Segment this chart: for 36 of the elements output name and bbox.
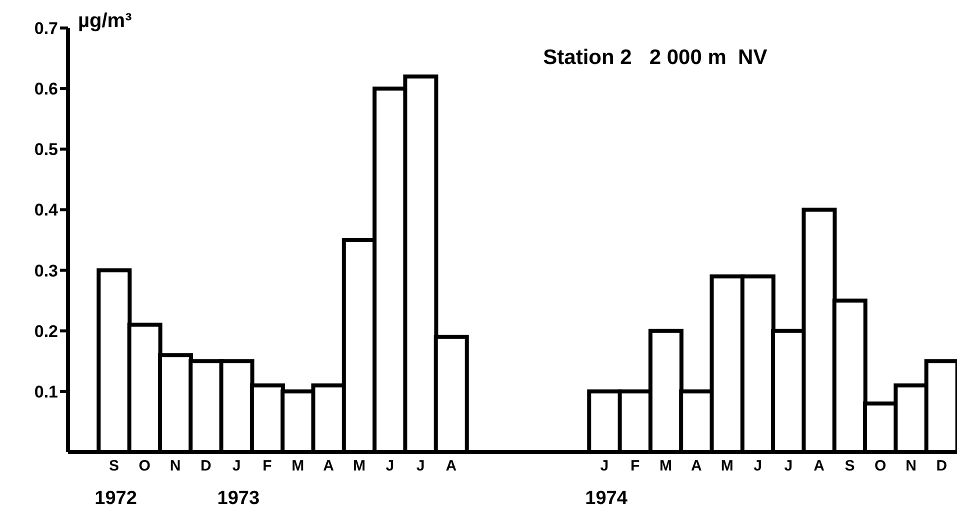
x-tick-label: S <box>844 458 855 475</box>
x-tick-label: N <box>170 458 181 475</box>
x-tick-label: M <box>352 458 366 475</box>
x-tick-label: J <box>386 458 394 475</box>
x-tick-label: J <box>232 458 241 475</box>
text: 1973 <box>217 488 260 510</box>
x-tick-label: F <box>262 458 272 475</box>
x-tick-label: M <box>720 458 734 475</box>
text: 1974 <box>585 488 628 510</box>
text: Station 2 2 000 m NV <box>543 46 768 70</box>
y-tick-label: 0.2 <box>34 322 58 341</box>
x-tick-label: A <box>446 458 457 475</box>
x-tick-label: J <box>754 458 762 475</box>
x-tick-label: O <box>138 458 151 475</box>
y-tick-label: 0.6 <box>34 80 58 99</box>
y-tick-label: 0.1 <box>34 382 58 402</box>
x-tick-label: N <box>906 458 916 475</box>
y-axis-title: µg/m³ <box>78 10 132 33</box>
y-tick-label: 0.3 <box>34 261 58 280</box>
x-tick-label: A <box>323 458 334 475</box>
y-tick-label: 0.4 <box>34 200 59 220</box>
x-tick-label: J <box>416 458 425 475</box>
x-tick-label: D <box>936 458 948 475</box>
y-tick-label: 0.5 <box>34 140 58 160</box>
x-tick-label: D <box>200 458 212 475</box>
x-tick-label: O <box>874 458 887 475</box>
x-tick-label: A <box>814 458 825 475</box>
text: 1972 <box>94 488 137 510</box>
x-tick-label: S <box>108 458 119 475</box>
x-tick-label: J <box>784 458 793 475</box>
x-tick-label: M <box>292 458 304 475</box>
y-tick-label: 0.7 <box>34 19 58 38</box>
x-tick-label: F <box>630 458 640 475</box>
x-tick-label: J <box>600 458 609 475</box>
x-tick-label: M <box>660 458 672 475</box>
x-tick-label: A <box>691 458 702 475</box>
